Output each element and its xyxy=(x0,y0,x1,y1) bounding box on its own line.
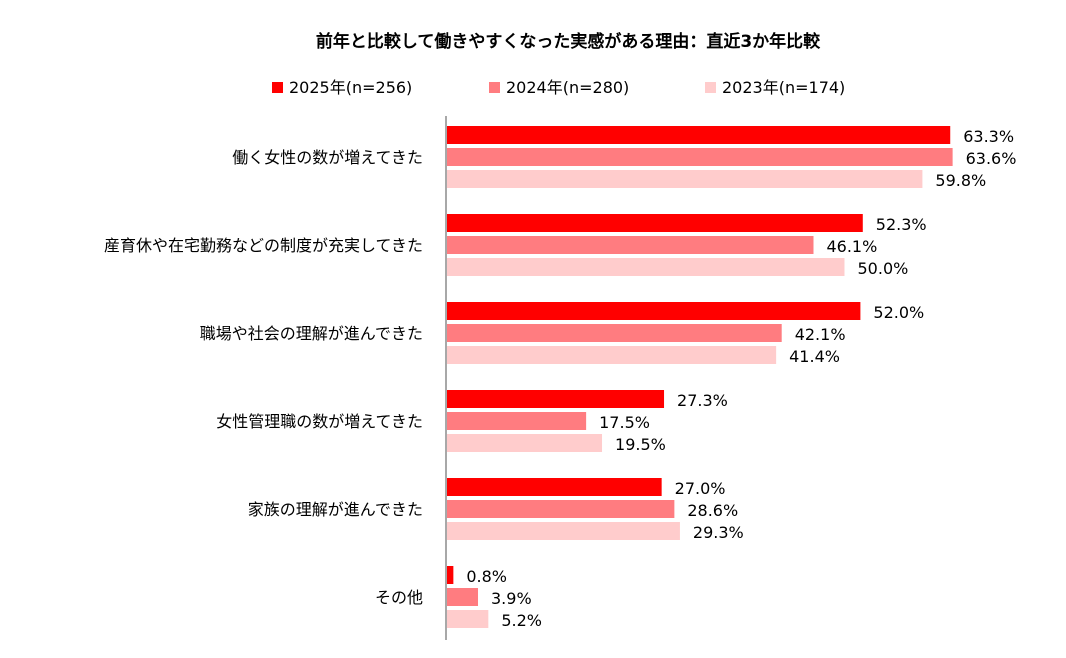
bar-5-2 xyxy=(447,500,675,518)
value-label-2-3: 50.0% xyxy=(858,259,909,278)
legend-swatch-1 xyxy=(272,82,283,93)
value-label-2-2: 46.1% xyxy=(826,237,877,256)
value-labels: 63.3% 63.6% 59.8% 52.3% 46.1% 50.0% 52.0% 42.1%… xyxy=(466,127,1016,630)
value-label-5-2: 28.6% xyxy=(687,501,738,520)
bar-4-2 xyxy=(447,412,587,430)
value-label-5-3: 29.3% xyxy=(693,523,744,542)
legend-label-1: 2025年(n=256) xyxy=(289,78,412,97)
value-label-1-2: 63.6% xyxy=(966,149,1017,168)
bar-1-2 xyxy=(447,148,953,166)
value-label-6-1: 0.8% xyxy=(466,567,507,586)
bars xyxy=(447,126,953,628)
bar-3-2 xyxy=(447,324,782,342)
legend-swatch-3 xyxy=(705,82,716,93)
legend-label-3: 2023年(n=174) xyxy=(722,78,845,97)
category-label-1: 働く女性の数が増えてきた xyxy=(232,148,423,167)
bar-3-1 xyxy=(447,302,861,320)
value-label-4-2: 17.5% xyxy=(599,413,650,432)
value-label-4-1: 27.3% xyxy=(677,391,728,410)
value-label-2-1: 52.3% xyxy=(876,215,927,234)
bar-2-3 xyxy=(447,258,845,276)
category-label-6: その他 xyxy=(375,588,423,607)
bar-6-2 xyxy=(447,588,479,606)
value-label-1-3: 59.8% xyxy=(935,171,986,190)
value-label-3-2: 42.1% xyxy=(795,325,846,344)
category-labels: 働く女性の数が増えてきた産育休や在宅勤務などの制度が充実してきた職場や社会の理解… xyxy=(104,148,423,607)
category-label-3: 職場や社会の理解が進んできた xyxy=(200,324,423,343)
bar-4-3 xyxy=(447,434,603,452)
category-label-5: 家族の理解が進んできた xyxy=(248,500,423,519)
chart-legend: 2025年(n=256) 2024年(n=280) 2023年(n=174) xyxy=(272,78,845,97)
bar-2-1 xyxy=(447,214,863,232)
value-label-3-3: 41.4% xyxy=(789,347,840,366)
value-label-6-2: 3.9% xyxy=(491,589,532,608)
bar-5-1 xyxy=(447,478,662,496)
legend-swatch-2 xyxy=(489,82,500,93)
bar-6-3 xyxy=(447,610,489,628)
chart-title: 前年と比較して働きやすくなった実感がある理由：直近3か年比較 xyxy=(316,31,821,52)
value-label-6-3: 5.2% xyxy=(501,611,542,630)
value-label-3-1: 52.0% xyxy=(873,303,924,322)
value-label-4-3: 19.5% xyxy=(615,435,666,454)
bar-6-1 xyxy=(447,566,454,584)
category-label-2: 産育休や在宅勤務などの制度が充実してきた xyxy=(104,236,423,255)
legend-label-2: 2024年(n=280) xyxy=(506,78,629,97)
bar-4-1 xyxy=(447,390,665,408)
category-label-4: 女性管理職の数が増えてきた xyxy=(216,412,423,431)
bar-2-2 xyxy=(447,236,814,254)
bar-5-3 xyxy=(447,522,680,540)
bar-3-3 xyxy=(447,346,777,364)
value-label-5-1: 27.0% xyxy=(675,479,726,498)
bar-1-3 xyxy=(447,170,923,188)
value-label-1-1: 63.3% xyxy=(963,127,1014,146)
bar-1-1 xyxy=(447,126,951,144)
